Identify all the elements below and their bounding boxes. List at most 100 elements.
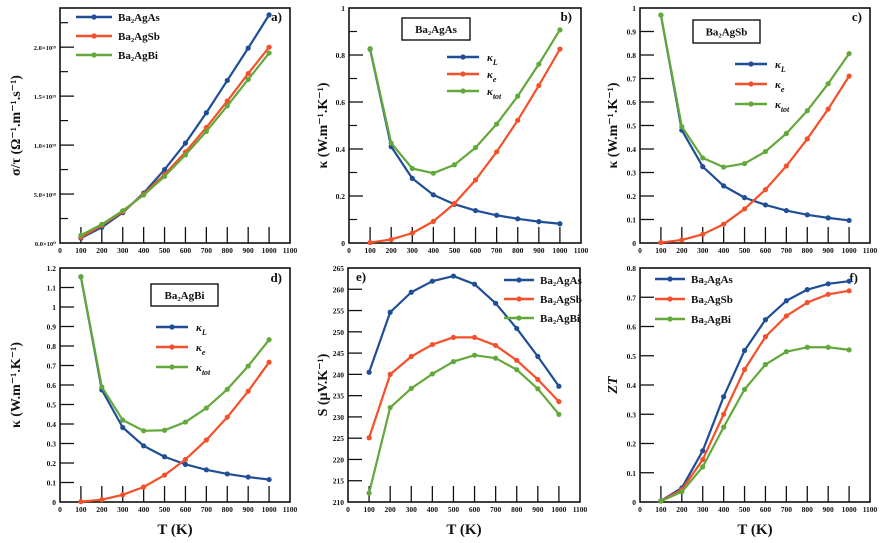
x-tick-label: 300 [117,246,129,255]
data-point [366,369,372,375]
x-tick-label: 300 [697,246,709,255]
data-point [825,215,831,221]
data-point [535,376,541,383]
data-point [783,349,789,355]
x-tick-label: 800 [802,246,814,255]
data-point [556,383,562,389]
legend-label: κtot [196,362,211,377]
y-tick-label: 0.6 [627,98,637,107]
data-point [78,499,84,505]
data-point [762,202,769,208]
legend-marker [516,296,522,302]
data-point [472,144,479,151]
y-tick-label: 1 [341,4,345,13]
data-point [472,177,479,183]
panel-label: a) [271,9,282,24]
x-tick-label: 900 [532,505,544,514]
legend-marker [667,296,673,302]
data-point [141,484,147,490]
kappa-subscript: tot [781,105,790,114]
legend-label: κe [487,69,497,84]
data-point [408,385,414,392]
series-line [80,46,270,239]
legend-entry: κe [156,342,206,357]
y-tick-label: 0.8 [47,342,57,351]
data-point [556,398,562,405]
data-point [99,497,105,503]
y-tick-label: 240 [333,370,345,379]
x-tick-label: 800 [512,246,524,255]
data-point [721,221,727,227]
data-point [245,388,251,394]
legend-label: Ba₂AgBi [118,50,158,62]
legend-entry: κtot [735,99,790,114]
data-point [536,61,542,67]
x-tick-label: 0 [58,246,62,255]
legend-entry: Ba₂AgBi [76,50,158,62]
data-point [408,353,414,360]
legend-label: Ba₂AgSb [691,294,733,306]
x-tick-label: 500 [739,246,751,255]
y-tick-label: 245 [333,349,345,358]
x-tick-label: 100 [655,246,667,255]
series-kappa-L [658,12,852,224]
x-tick-label: 600 [760,246,772,255]
legend-entry: Ba₂AgSb [655,294,733,306]
legend-entry: κe [735,79,785,94]
y-tick-label: 255 [333,307,345,316]
legend-label: Ba₂AgBi [691,314,731,326]
data-point [388,140,394,146]
data-point [99,221,105,227]
y-tick-label: 0.4 [336,145,346,154]
x-tick-label: 1000 [552,246,567,255]
data-point [266,337,272,343]
data-point [161,427,168,433]
panel-label: c) [852,9,862,24]
data-point [471,334,478,340]
x-tick-label: 900 [243,246,255,255]
x-tick-label: 700 [201,246,213,255]
data-point [825,291,831,297]
data-point [741,386,748,392]
kappa-symbol: κ [196,322,203,334]
compound-label: Ba₂AgSb [706,27,748,39]
data-point [494,121,500,127]
legend-label: κL [775,59,786,74]
data-point [783,313,789,319]
data-point [224,98,230,104]
data-point [161,166,168,173]
kappa-symbol: κ [487,69,494,81]
data-point [721,394,727,400]
data-point [120,424,126,431]
y-tick-label: 0.6 [47,381,57,390]
data-point [557,27,563,33]
kappa-subscript: tot [202,368,211,377]
x-tick-label: 400 [718,505,730,514]
data-point [182,456,189,463]
data-point [429,341,435,348]
series-line [660,75,851,244]
kappa-subscript: e [781,85,785,94]
panel-label: f) [849,270,858,285]
y-tick-label: 220 [333,455,345,464]
data-point [762,361,769,368]
x-tick-label: 600 [180,505,192,514]
x-tick-label: 1100 [573,505,588,514]
data-point [182,419,189,425]
data-point [367,46,373,52]
y-tick-label: 0.9 [627,28,637,37]
y-tick-label: 0.5 [627,352,637,361]
x-tick-label: 1100 [283,505,298,514]
series-line [368,354,560,494]
data-point [224,471,230,477]
data-point [409,175,415,181]
data-point [266,12,272,18]
data-point [366,490,372,496]
data-point [245,474,251,480]
data-point [429,278,435,284]
compound-label-box [401,17,471,41]
series-line [369,29,561,175]
panel-label: d) [270,270,282,285]
compound-label-box [692,19,761,44]
data-point [266,44,272,50]
